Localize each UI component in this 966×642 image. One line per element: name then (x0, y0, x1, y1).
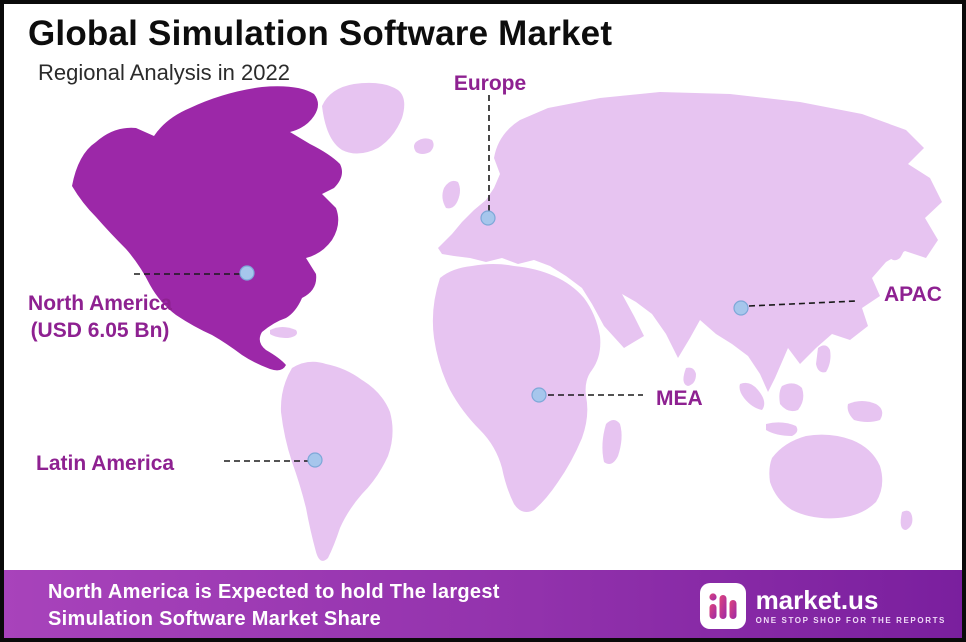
label-latin-america: Latin America (36, 452, 175, 475)
label-apac: APAC (884, 283, 942, 306)
region-cuba (270, 327, 297, 338)
marketus-logo-icon (699, 583, 746, 629)
brand-name: market.us (755, 585, 879, 615)
region-madagascar (602, 420, 622, 464)
label-north-america-value: (USD 6.05 Bn) (30, 319, 170, 342)
brand-text-block: market.us ONE STOP SHOP FOR THE REPORTS (756, 587, 946, 625)
region-new-guinea (847, 401, 883, 422)
region-africa (432, 264, 601, 512)
region-north-america (72, 86, 342, 371)
region-greenland (322, 82, 405, 154)
label-north-america: North America (USD 6.05 Bn) (8, 290, 192, 344)
region-new-zealand (900, 510, 913, 530)
marker-dot-latin-america (307, 452, 323, 468)
region-japan (888, 230, 907, 261)
marker-dot-north-america (239, 265, 255, 281)
marker-dot-apac (733, 300, 749, 316)
marker-dot-europe (480, 210, 496, 226)
marker-dot-mea (531, 387, 547, 403)
label-north-america-name: North America (28, 292, 172, 315)
brand-tagline: ONE STOP SHOP FOR THE REPORTS (755, 616, 946, 625)
region-sri-lanka (683, 367, 696, 386)
footer-banner: North America is Expected to hold The la… (0, 570, 966, 642)
region-south-america (280, 361, 393, 561)
region-uk (442, 180, 460, 209)
label-mea: MEA (656, 387, 703, 410)
footer-headline: North America is Expected to hold The la… (48, 579, 500, 633)
footer-headline-line1: North America is Expected to hold The la… (48, 581, 500, 603)
world-map (72, 82, 942, 561)
footer-headline-line2: Simulation Software Market Share (48, 608, 382, 630)
region-borneo (779, 383, 804, 412)
page-subtitle: Regional Analysis in 2022 (38, 60, 290, 85)
label-europe: Europe (453, 72, 527, 95)
region-iceland (414, 138, 434, 154)
region-eurasia (438, 92, 942, 392)
brand-logo: market.us ONE STOP SHOP FOR THE REPORTS (699, 570, 946, 642)
region-philippines (816, 345, 831, 373)
region-sumatra (739, 382, 765, 410)
region-australia (769, 434, 883, 519)
region-java (766, 422, 798, 436)
leader-line-apac (748, 300, 857, 307)
page-title: Global Simulation Software Market (28, 14, 613, 53)
